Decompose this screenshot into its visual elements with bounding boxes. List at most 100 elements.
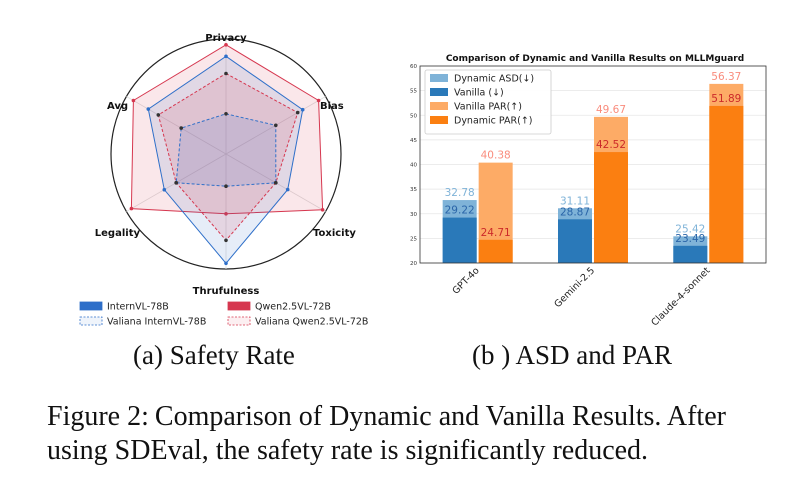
bar-chart: Comparison of Dynamic and Vanilla Result…	[410, 54, 767, 328]
bar-y-tick-label: 50	[410, 113, 417, 119]
radar-legend-item: InternVL-78B	[79, 301, 169, 313]
radar-point	[224, 54, 228, 59]
bar-y-tick-label: 25	[410, 236, 417, 242]
bar-pair: 40.38 24.71	[478, 150, 513, 263]
radar-point	[174, 181, 178, 185]
caption-text: Comparison of Dynamic and Vanilla Result…	[47, 401, 726, 466]
bar-front	[594, 152, 628, 263]
bar-x-tick-label: GPT-4o	[450, 265, 481, 296]
radar-legend-swatch	[79, 301, 103, 311]
radar-point	[285, 187, 290, 192]
bar-value-label: 49.67	[596, 104, 626, 116]
bar-legend-swatch	[430, 88, 448, 96]
bar-y-tick-label: 30	[410, 212, 417, 218]
radar-axis-label: Avg	[107, 101, 128, 112]
bar-value-label: 28.87	[560, 206, 590, 218]
radar-point	[300, 107, 305, 112]
bar-legend-label: Vanilla PAR(↑)	[454, 102, 522, 113]
radar-point	[224, 43, 228, 47]
bar-y-tick-label: 20	[410, 261, 417, 267]
radar-series-2	[174, 112, 278, 188]
radar-legend-item: Valiana Qwen2.5VL-72B	[227, 316, 368, 328]
bar-y-tick-label: 60	[410, 64, 417, 70]
radar-legend-swatch	[227, 316, 251, 326]
bar-y-tick-label: 40	[410, 163, 417, 169]
radar-point	[224, 112, 228, 116]
bar-legend-swatch	[430, 74, 448, 82]
radar-legend-item: Valiana InternVL-78B	[79, 316, 206, 328]
bar-y-tick-label: 45	[410, 138, 417, 144]
bar-value-label: 51.89	[711, 93, 741, 105]
bar-value-label: 24.71	[481, 227, 511, 239]
radar-point	[224, 261, 228, 266]
radar-point	[131, 98, 136, 103]
bar-legend-item: Vanilla (↓)	[430, 88, 504, 99]
radar-series-0	[146, 54, 305, 266]
bar-legend-swatch	[430, 102, 448, 110]
bar-value-label: 31.11	[560, 195, 590, 207]
radar-point	[156, 113, 161, 117]
radar-axis-label: Toxicity	[313, 228, 356, 239]
bar-front	[709, 105, 744, 264]
radar-point	[316, 98, 321, 103]
radar-point	[320, 208, 325, 212]
caption-label: Figure 2:	[47, 401, 149, 432]
bar-front	[673, 245, 708, 263]
radar-legend-label: Qwen2.5VL-72B	[255, 302, 331, 313]
bar-value-label: 32.78	[445, 187, 475, 199]
radar-point	[162, 187, 167, 192]
radar-point	[129, 206, 134, 211]
radar-spoke	[126, 96, 227, 155]
bar-x-tick-label: Gemini-2.5	[552, 265, 597, 310]
bar-legend-swatch	[430, 116, 448, 124]
radar-series-1	[129, 43, 325, 216]
bar-x-tick-label: Claude-4-sonnet	[649, 265, 712, 328]
bar-legend-label: Dynamic PAR(↑)	[454, 116, 533, 127]
bar-legend-label: Vanilla (↓)	[454, 88, 504, 99]
bar-front	[558, 219, 592, 263]
radar-point	[274, 123, 278, 128]
bar-front	[478, 239, 513, 263]
radar-point	[295, 110, 300, 115]
radar-axis-label: Thrufulness	[193, 286, 260, 297]
radar-legend-label: Valiana Qwen2.5VL-72B	[255, 317, 368, 328]
bar-pair: 32.78 29.22	[442, 187, 477, 263]
radar-point	[274, 181, 278, 185]
radar-axis-label: Bias	[320, 101, 344, 112]
subcaption-b: (b ) ASD and PAR	[472, 340, 673, 370]
radar-legend-swatch	[227, 301, 251, 311]
bar-y-tick-label: 35	[410, 187, 417, 193]
radar-chart-panel: Privacy Bias Toxicity Thrufulness Legality Av…	[0, 0, 420, 340]
bar-legend-box	[424, 69, 552, 135]
bar-y-tick-label: 55	[410, 89, 417, 95]
bar-chart-panel: Comparison of Dynamic and Vanilla Result…	[400, 0, 812, 340]
radar-legend-label: Valiana InternVL-78B	[107, 317, 206, 328]
radar-chart: Privacy Bias Toxicity Thrufulness Legality Av…	[79, 33, 368, 328]
bar-legend: Dynamic ASD(↓) Vanilla (↓) Vanilla PAR(↑) D…	[424, 69, 552, 135]
bar-value-label: 25.42	[675, 223, 705, 235]
bar-pair: 56.37 51.89	[709, 71, 744, 264]
radar-axis-label: Legality	[95, 228, 141, 239]
bar-value-label: 29.22	[445, 205, 475, 217]
radar-legend-swatch	[79, 316, 103, 326]
bar-plot-frame	[419, 65, 767, 264]
radar-point	[179, 126, 183, 130]
bar-value-label: 23.49	[675, 233, 705, 245]
radar-point	[224, 184, 228, 188]
bar-legend-item: Dynamic ASD(↓)	[430, 74, 534, 85]
bar-value-label: 42.52	[596, 139, 626, 151]
radar-legend-item: Qwen2.5VL-72B	[227, 301, 331, 313]
bar-front	[442, 217, 477, 263]
bar-value-label: 56.37	[711, 71, 741, 83]
bar-legend-label: Dynamic ASD(↓)	[454, 74, 534, 85]
radar-legend-label: InternVL-78B	[107, 302, 169, 313]
radar-point	[224, 238, 228, 243]
figure-caption: Figure 2: Comparison of Dynamic and Vanil…	[47, 400, 787, 468]
bar-chart-title: Comparison of Dynamic and Vanilla Result…	[446, 54, 744, 64]
bar-pair: 49.67 42.52	[594, 104, 628, 264]
radar-point	[146, 107, 151, 111]
bar-legend-item: Dynamic PAR(↑)	[430, 116, 533, 127]
